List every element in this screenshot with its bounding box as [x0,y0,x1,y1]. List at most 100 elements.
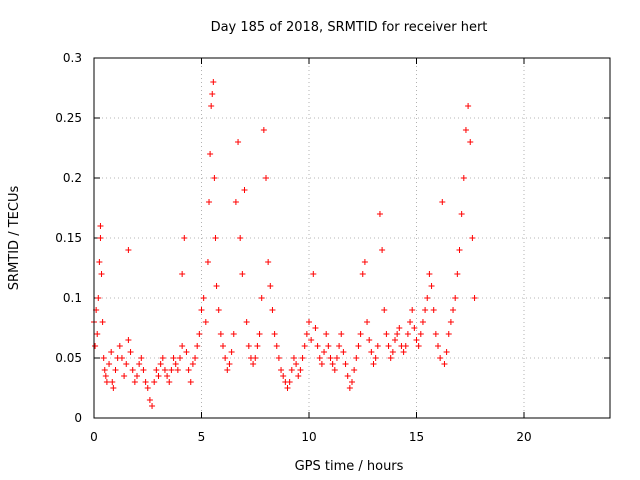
data-point [97,223,104,229]
data-point [207,151,214,157]
data-point [144,385,151,391]
data-point [426,271,433,277]
data-point [103,379,110,385]
data-point [437,355,444,361]
data-point [179,343,186,349]
data-point [435,343,441,349]
data-point [129,367,136,373]
data-point [299,355,306,361]
data-point [215,307,222,313]
data-point [469,235,476,241]
data-point [383,331,390,337]
x-tick-label: 0 [90,430,98,444]
data-point [208,103,215,109]
data-point [260,127,267,133]
data-point [387,355,394,361]
data-point [110,385,117,391]
data-point [417,331,424,337]
data-point [325,343,332,349]
data-point [284,385,291,391]
data-point [198,307,205,313]
y-tick-label: 0.2 [63,171,82,185]
data-point [316,355,323,361]
data-point [381,307,388,313]
y-axis-label: SRMTID / TECUs [7,186,22,291]
x-tick-labels: 0 5 10 15 20 [90,430,531,444]
data-point [179,271,186,277]
data-point [209,91,216,97]
data-point [263,175,269,181]
data-points [91,79,478,409]
data-point [452,295,459,301]
data-point [185,367,192,373]
data-point [258,295,265,301]
data-point [101,367,108,373]
x-tick-label: 10 [301,430,316,444]
data-point [443,349,450,355]
data-point [385,343,392,349]
data-point [327,355,334,361]
data-point [102,373,109,379]
data-point [226,361,233,367]
data-point [355,343,362,349]
data-point [206,199,213,205]
data-point [98,271,105,277]
data-point [411,325,418,331]
data-point [189,361,196,367]
data-point [428,283,435,289]
data-point [121,373,128,379]
data-point [394,331,401,337]
data-point [318,361,325,367]
data-point [336,343,343,349]
data-point [301,343,308,349]
data-point [123,361,130,367]
data-point [202,319,209,325]
data-point [359,271,366,277]
data-point [288,367,295,373]
data-point [265,259,272,265]
data-point [151,379,158,385]
data-point [357,331,364,337]
data-point [306,319,312,325]
data-point [351,367,358,373]
data-point [368,349,375,355]
data-point [458,211,465,217]
data-point [211,175,218,181]
data-point [404,331,411,337]
data-point [94,331,101,337]
data-point [465,103,472,109]
data-point [106,361,113,367]
data-point [400,349,407,355]
data-point [210,79,217,85]
data-point [131,379,138,385]
data-point [164,373,171,379]
data-point [389,349,396,355]
data-point [402,343,409,349]
y-tick-label: 0.3 [63,51,82,65]
data-point [441,361,448,367]
data-point [374,343,381,349]
data-point [447,319,454,325]
data-point [303,331,310,337]
plot-frame [93,57,611,419]
data-point [275,355,282,361]
data-point [349,379,355,385]
data-point [273,343,280,349]
data-point [396,325,403,331]
data-point [161,367,168,373]
data-point [430,307,437,313]
data-point [297,367,304,373]
data-point [116,343,123,349]
chart-title: Day 185 of 2018, SRMTID for receiver her… [211,20,488,35]
data-point [153,367,160,373]
data-point [172,361,179,367]
data-point [100,355,107,361]
data-point [331,367,338,373]
data-point [267,283,274,289]
data-point [222,355,229,361]
data-point [196,331,203,337]
data-point [364,319,371,325]
data-point [181,235,188,241]
data-point [450,307,457,313]
data-point [250,361,257,367]
